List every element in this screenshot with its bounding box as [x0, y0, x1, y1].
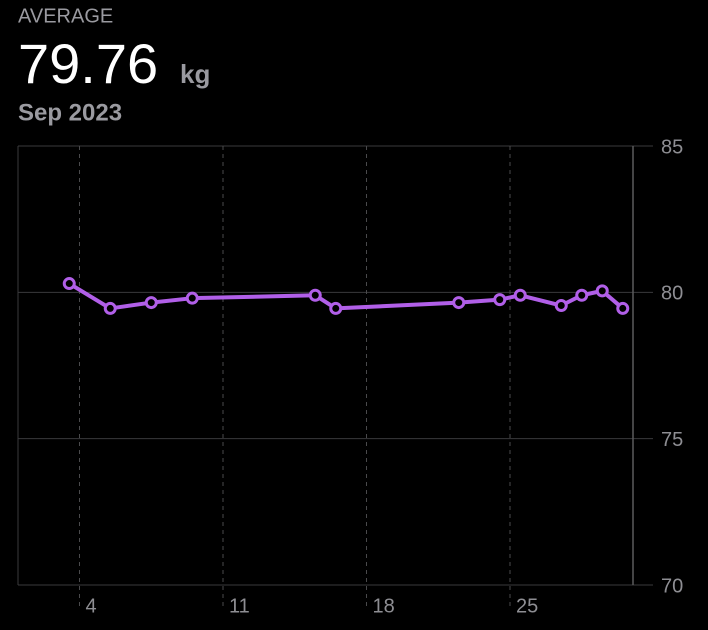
x-tick-label: 18 [373, 595, 395, 617]
data-point [554, 299, 568, 313]
data-point [144, 296, 158, 310]
data-point [329, 301, 343, 315]
data-point [452, 296, 466, 310]
x-tick-label: 25 [516, 595, 538, 617]
data-point [595, 284, 609, 298]
average-value: 79.76 [18, 32, 158, 95]
unit: kg [180, 59, 210, 89]
data-point [493, 293, 507, 307]
data-point [103, 301, 117, 315]
y-tick-label: 75 [661, 429, 683, 451]
data-point [616, 301, 630, 315]
data-point [62, 277, 76, 291]
data-point [185, 291, 199, 305]
y-tick-label: 80 [661, 283, 683, 305]
y-tick-label: 85 [661, 136, 683, 158]
x-tick-label: 4 [86, 595, 97, 617]
data-point [308, 288, 322, 302]
data-point [575, 288, 589, 302]
period: Sep 2023 [18, 99, 122, 126]
x-tick-label: 11 [229, 595, 250, 617]
y-tick-label: 70 [661, 575, 683, 597]
data-point [513, 288, 527, 302]
stat-label: AVERAGE [18, 5, 113, 27]
